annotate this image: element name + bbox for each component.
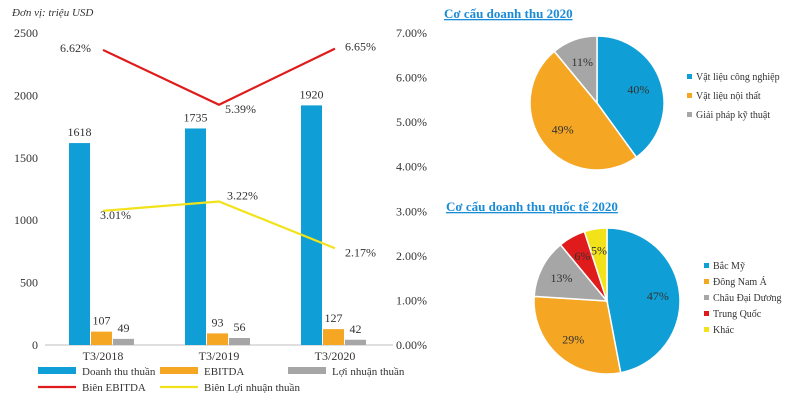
bar-revenue — [301, 105, 322, 345]
y-tick-label: 1000 — [14, 213, 38, 227]
pie-legend-swatch — [704, 327, 709, 332]
line-value-label: 3.22% — [227, 188, 258, 202]
legend-label: Biên Lợi nhuận thuần — [204, 382, 300, 394]
bar-value-label: 49 — [118, 321, 130, 335]
bar-value-label: 1618 — [68, 125, 92, 139]
y2-tick-label: 6.00% — [396, 71, 427, 85]
bar-value-label: 1920 — [300, 87, 324, 101]
y2-tick-label: 0.00% — [396, 338, 427, 352]
pie-legend-swatch — [687, 93, 692, 98]
bar-net-profit — [345, 339, 366, 345]
net-margin-line — [102, 200, 336, 250]
legend-swatch — [288, 367, 326, 374]
bar-value-label: 127 — [325, 311, 343, 325]
bar-revenue — [69, 143, 90, 345]
line-value-label: 6.62% — [60, 41, 91, 55]
bar-value-label: 93 — [212, 315, 224, 329]
legend-label: Lợi nhuận thuần — [332, 366, 405, 378]
pie-slice — [533, 295, 622, 375]
y-tick-label: 1500 — [14, 151, 38, 165]
legend-label: EBITDA — [204, 366, 244, 378]
line-value-label: 3.01% — [100, 208, 131, 222]
unit-note: Đơn vị: triệu USD — [11, 7, 93, 19]
pie-legend-label: Đông Nam Á — [713, 276, 768, 288]
pie-value-label: 29% — [562, 332, 584, 346]
pie-slice — [553, 35, 598, 106]
legend-label: Doanh thu thuần — [82, 366, 156, 378]
pie-legend-swatch — [687, 74, 692, 79]
y2-tick-label: 1.00% — [396, 293, 427, 307]
pie-legend-label: Vật liệu công nghiệp — [696, 72, 780, 83]
y2-tick-label: 7.00% — [396, 26, 427, 40]
pie-legend-label: Trung Quốc — [713, 309, 762, 320]
y2-tick-label: 2.00% — [396, 249, 427, 263]
pie-slice — [596, 35, 665, 159]
ebitda-margin-line — [102, 47, 336, 106]
legend-label: Biên EBITDA — [82, 382, 146, 394]
pie-slice — [533, 243, 609, 302]
pie-value-label: 47% — [647, 289, 669, 303]
bar-ebitda — [207, 333, 228, 345]
pie-legend-label: Bắc Mỹ — [713, 261, 745, 272]
pie-value-label: 5% — [591, 244, 607, 258]
x-tick-label: T3/2018 — [83, 349, 124, 363]
y-tick-label: 2500 — [14, 26, 38, 40]
pie-title: Cơ cấu doanh thu 2020 — [444, 6, 573, 21]
x-tick-label: T3/2019 — [199, 349, 240, 363]
pie-legend-swatch — [704, 279, 709, 284]
y-tick-label: 0 — [32, 338, 38, 352]
bar-value-label: 1735 — [184, 110, 208, 124]
pie-legend-swatch — [704, 263, 709, 268]
pie-legend-swatch — [687, 112, 692, 117]
legend-swatch — [38, 367, 76, 374]
x-tick-label: T3/2020 — [315, 349, 356, 363]
pie-legend-label: Khác — [713, 325, 735, 336]
pie-slice — [606, 227, 681, 374]
bar-revenue — [185, 128, 206, 345]
legend-swatch — [160, 367, 198, 374]
pie-legend-label: Châu Đại Dương — [713, 293, 781, 304]
bar-net-profit — [113, 338, 134, 345]
pie-slice — [529, 50, 638, 171]
bar-net-profit — [229, 338, 250, 345]
bar-value-label: 56 — [234, 320, 246, 334]
pie-slice — [583, 227, 608, 302]
bar-value-label: 107 — [93, 314, 111, 328]
y2-tick-label: 5.00% — [396, 115, 427, 129]
pie-title: Cơ cấu doanh thu quốc tế 2020 — [446, 199, 618, 214]
pie-value-label: 40% — [627, 83, 649, 97]
pie-legend-swatch — [704, 295, 709, 300]
y-tick-label: 500 — [20, 276, 38, 290]
y-tick-label: 2000 — [14, 88, 38, 102]
pie-value-label: 49% — [552, 123, 574, 137]
pie-value-label: 13% — [550, 271, 572, 285]
line-value-label: 2.17% — [345, 245, 376, 259]
pie-value-label: 11% — [571, 55, 593, 69]
pie-legend-label: Vật liệu nội thất — [696, 91, 761, 102]
line-value-label: 5.39% — [225, 102, 256, 116]
bar-ebitda — [323, 329, 344, 345]
pie-value-label: 6% — [574, 249, 590, 263]
y2-tick-label: 3.00% — [396, 204, 427, 218]
pie-legend-swatch — [704, 311, 709, 316]
bar-ebitda — [91, 331, 112, 345]
y2-tick-label: 4.00% — [396, 160, 427, 174]
line-value-label: 6.65% — [345, 40, 376, 54]
pie-legend-label: Giải pháp kỹ thuật — [696, 110, 770, 121]
bar-value-label: 42 — [350, 322, 362, 336]
